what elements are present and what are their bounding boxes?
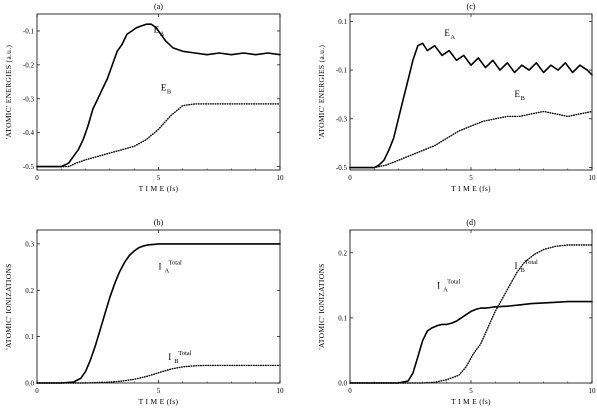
series-label-sup: Total [178,350,191,357]
series-line [349,110,593,169]
x-axis-label: T I M E (fs) [451,184,491,193]
x-tick-label: 10 [277,387,285,395]
panel-c: (c) 0 5 10 0.1 -0.1 -0.3 -0.5 T I M E (fs) 'ATOMI… [317,2,596,193]
x-tick-label: 10 [589,174,597,182]
series-label-main: I [515,261,518,271]
y-tick-label: 0.1 [338,314,347,322]
series-label-main: E [161,82,167,92]
panel-label: (d) [466,218,476,227]
x-tick-label: 0 [348,387,352,395]
series-line [36,364,281,384]
series-label-sub: B [174,358,179,365]
series-line [36,23,281,168]
y-tick-label: -0.1 [336,67,348,75]
y-tick-label: -0.3 [336,115,348,123]
x-tick-label: 5 [469,387,473,395]
y-tick-label: -0.5 [23,163,35,171]
series-label-main: E [515,89,521,99]
y-tick-label: -0.2 [23,61,35,69]
y-tick-label: -0.3 [23,95,35,103]
series-line [36,103,281,168]
y-tick-label: 0.2 [338,249,347,257]
series-line [36,243,281,384]
x-axis-label: T I M E (fs) [139,397,179,406]
y-tick-label: -0.5 [336,164,348,172]
series-label-sup: Total [447,279,460,286]
series-label-sub: B [521,267,526,274]
y-tick-label: 0.2 [25,287,34,295]
x-tick-label: 0 [35,174,39,182]
x-tick-label: 5 [469,174,473,182]
series-label-main: E [154,25,160,35]
series-label-sub: B [521,95,526,102]
x-tick-label: 0 [348,174,352,182]
panel-label: (a) [154,2,163,11]
y-tick-label: -0.1 [23,27,35,35]
y-tick-label: 0.1 [338,18,347,26]
x-axis-label: T I M E (fs) [139,184,179,193]
y-axis-label: 'ATOMIC' IONIZATIONS [317,263,326,349]
panel-d: (d) 0 5 10 0.0 0.1 0.2 T I M E (fs) 'ATOMIC' ION… [317,218,596,406]
series-label-main: E [444,28,450,38]
y-axis-label: 'ATOMIC' ENERGIES (a.u.) [4,45,13,140]
panel-label: (c) [467,2,476,11]
series-line [349,42,593,169]
x-tick-label: 10 [277,174,285,182]
y-tick-label: 0.3 [25,240,34,248]
series-label-main: I [437,281,440,291]
y-tick-label: 0.0 [25,380,34,388]
series-label-sub: A [160,31,165,38]
y-tick-label: 0.0 [338,380,347,388]
x-tick-label: 10 [589,387,597,395]
x-tick-label: 5 [157,174,161,182]
series-label-sub: B [167,88,172,95]
x-tick-label: 5 [157,387,161,395]
panel-label: (b) [154,218,164,227]
series-label-sup: Total [525,259,538,266]
plot-frame [36,229,281,384]
panel-a: (a) 0 5 10 -0.1 -0.2 -0.3 -0.4 -0.5 T I M E (fs) '… [4,2,284,193]
series-label-main: I [159,261,162,271]
plot-frame [349,13,593,171]
x-tick-label: 0 [35,387,39,395]
series-label-sup: Total [169,259,182,266]
series-line [349,244,593,384]
plot-frame [349,229,593,384]
y-tick-label: -0.4 [23,129,35,137]
series-label-sub: A [165,267,170,274]
x-axis-label: T I M E (fs) [451,397,491,406]
plot-frame [36,13,281,171]
series-line [349,300,593,384]
panel-b: (b) 0 5 10 0.0 0.1 0.2 0.3 T I M E (fs) 'ATOMIC' … [4,218,284,406]
y-tick-label: 0.1 [25,333,34,341]
y-axis-label: 'ATOMIC' ENERGIES (a.u.) [317,45,326,140]
y-axis-label: 'ATOMIC' IONIZATIONS [4,263,13,349]
series-label-main: I [168,352,171,362]
series-label-sub: A [450,34,455,41]
series-label-sub: A [443,287,448,294]
